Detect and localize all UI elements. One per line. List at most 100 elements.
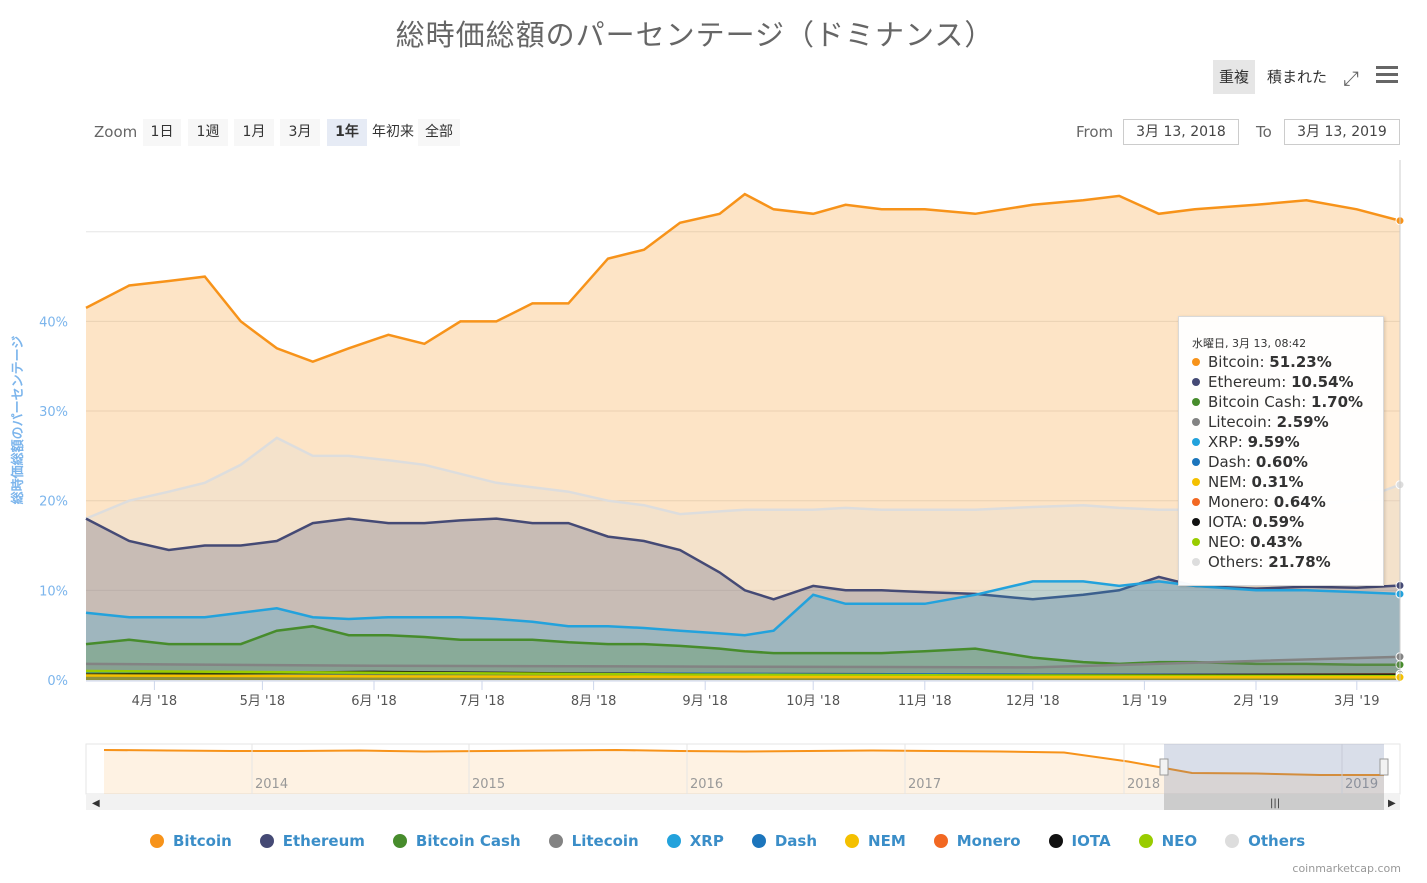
tooltip-dot <box>1192 458 1200 466</box>
to-date-input[interactable]: 3月 13, 2019 <box>1284 119 1400 145</box>
expand-icon[interactable]: ⤢ <box>1343 66 1359 90</box>
y-axis-title: 総時価総額のパーセンテージ <box>10 336 26 505</box>
legend-item[interactable]: Monero <box>933 830 1021 852</box>
tooltip-value: 0.43% <box>1250 533 1303 551</box>
y-tick-label: 30% <box>39 405 68 420</box>
series-line-neo <box>85 669 1401 678</box>
credit[interactable]: coinmarketcap.com <box>1292 862 1401 875</box>
tooltip-series-name: Others: <box>1208 553 1269 571</box>
tooltip-series-name: NEO: <box>1208 533 1251 551</box>
legend-item[interactable]: Dash <box>751 830 818 852</box>
tooltip-row: Monero: 0.64% <box>1192 493 1326 511</box>
tooltip-dot <box>1192 418 1200 426</box>
tooltip-series-name: Bitcoin: <box>1208 353 1270 371</box>
series-end-point <box>1395 672 1405 682</box>
legend-dot <box>1138 834 1153 848</box>
scroll-right-arrow: ▶ <box>1388 798 1396 809</box>
legend-label: XRP <box>689 832 724 850</box>
navigator-handle-left <box>1159 758 1169 776</box>
legend-label: Bitcoin <box>173 832 232 850</box>
tooltip-value: 10.54% <box>1291 373 1354 391</box>
navigator-handle-right <box>1379 758 1389 776</box>
zoom-button-0[interactable]: 1日 <box>143 119 181 146</box>
series-end-point <box>1395 581 1405 591</box>
legend-dot <box>845 834 860 848</box>
series-line-litecoin <box>85 655 1401 669</box>
from-date-input[interactable]: 3月 13, 2018 <box>1123 119 1239 145</box>
series-line-nem <box>85 674 1401 679</box>
scrollbar-thumb <box>1164 794 1384 810</box>
x-tick-label: 5月 '18 <box>240 694 286 709</box>
zoom-button-4[interactable]: 1年 <box>327 119 367 146</box>
tooltip-value: 2.59% <box>1276 413 1329 431</box>
tooltip-row: IOTA: 0.59% <box>1192 513 1304 531</box>
zoom-label: Zoom <box>94 123 138 141</box>
tooltip-series-name: NEM: <box>1208 473 1252 491</box>
navigator-tick-label: 2014 <box>255 777 288 792</box>
legend-label: Bitcoin Cash <box>415 832 521 850</box>
tooltip-value: 0.60% <box>1255 453 1308 471</box>
legend-label: Dash <box>774 832 818 850</box>
zoom-button-1[interactable]: 1週 <box>188 119 228 146</box>
overlap-button[interactable]: 重複 <box>1213 60 1256 94</box>
legend-item[interactable]: NEM <box>845 830 906 852</box>
legend-label: Monero <box>956 832 1021 850</box>
legend-item[interactable]: Litecoin <box>548 830 639 852</box>
tooltip-value: 9.59% <box>1247 433 1300 451</box>
legend-item[interactable]: Bitcoin Cash <box>392 830 521 852</box>
legend-dot <box>150 834 164 848</box>
zoom-button-5[interactable]: 年初来 <box>372 124 414 140</box>
series-area-nem <box>86 675 1400 680</box>
zoom-button-6[interactable]: 全部 <box>418 119 460 146</box>
legend-dot <box>933 834 948 848</box>
tooltip-series-name: Bitcoin Cash: <box>1208 393 1312 411</box>
series-end-point <box>1395 671 1405 681</box>
series-area-neo <box>86 671 1400 680</box>
x-tick-label: 7月 '18 <box>459 694 505 709</box>
to-label: To <box>1256 123 1272 141</box>
legend-item[interactable]: IOTA <box>1048 830 1111 852</box>
legend-item[interactable]: Bitcoin <box>150 830 232 852</box>
tooltip-row: Ethereum: 10.54% <box>1192 373 1354 391</box>
legend-item[interactable]: XRP <box>666 830 724 852</box>
tooltip-dot <box>1192 378 1200 386</box>
y-tick-label: 20% <box>39 495 68 510</box>
series-area-bitcoin-cash <box>86 626 1400 680</box>
navigator-frame <box>85 743 1401 795</box>
legend-label: Litecoin <box>571 832 639 850</box>
series-end-point <box>1395 670 1405 680</box>
menu-icon[interactable] <box>1376 66 1398 87</box>
navigator-tick-label: 2019 <box>1345 777 1378 792</box>
x-tick-label: 2月 '19 <box>1233 694 1279 709</box>
tooltip-dot <box>1192 498 1200 506</box>
tooltip-series-name: IOTA: <box>1208 513 1253 531</box>
series-line-bitcoin-cash <box>85 624 1400 667</box>
series-end-point <box>1395 589 1405 599</box>
y-tick-label: 0% <box>47 674 68 689</box>
x-tick-label: 9月 '18 <box>682 694 728 709</box>
from-label: From <box>1076 123 1114 141</box>
legend-item[interactable]: Others <box>1225 830 1305 852</box>
x-tick-label: 3月 '19 <box>1334 694 1380 709</box>
legend-dot <box>548 834 563 848</box>
tooltip-row: NEM: 0.31% <box>1192 473 1304 491</box>
tooltip-row: Bitcoin Cash: 1.70% <box>1192 393 1363 411</box>
legend-item[interactable]: Ethereum <box>259 830 365 852</box>
zoom-button-2[interactable]: 1月 <box>234 119 274 146</box>
tooltip-value: 21.78% <box>1268 553 1331 571</box>
zoom-button-3[interactable]: 3月 <box>280 119 320 146</box>
legend-item[interactable]: NEO <box>1138 830 1197 852</box>
tooltip-row: Dash: 0.60% <box>1192 453 1308 471</box>
tooltip-row: Others: 21.78% <box>1192 553 1331 571</box>
navigator-selection <box>1164 744 1384 794</box>
x-tick-label: 10月 '18 <box>786 694 840 709</box>
stacked-button[interactable]: 積まれた <box>1267 68 1328 86</box>
tooltip-row: NEO: 0.43% <box>1192 533 1302 551</box>
tooltip-dot <box>1192 358 1200 366</box>
tooltip-value: 1.70% <box>1311 393 1364 411</box>
x-tick-label: 11月 '18 <box>898 694 952 709</box>
legend-label: IOTA <box>1071 832 1111 850</box>
tooltip-value: 0.31% <box>1251 473 1304 491</box>
tooltip: 水曜日, 3月 13, 08:42 Bitcoin: 51.23% Ethereu… <box>1178 316 1384 586</box>
tooltip-value: 0.59% <box>1252 513 1305 531</box>
